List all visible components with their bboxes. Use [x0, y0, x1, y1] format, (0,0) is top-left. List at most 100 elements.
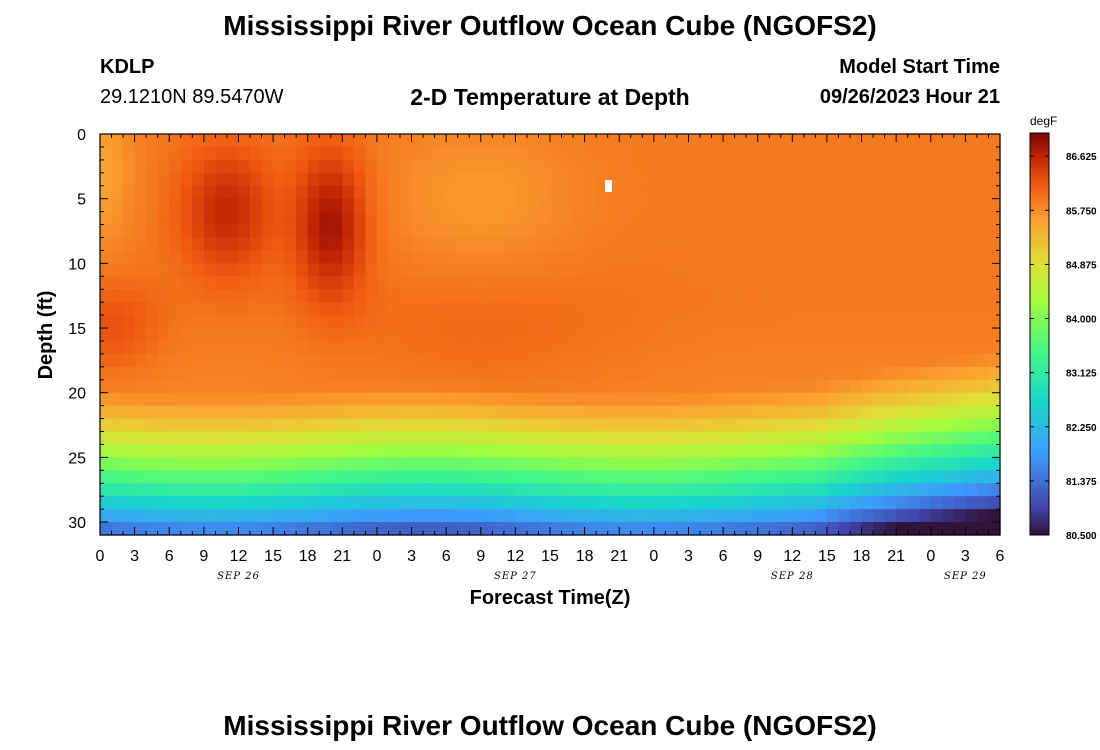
heatmap-cell: [700, 185, 713, 200]
heatmap-cell: [757, 263, 770, 277]
heatmap-cell: [965, 237, 978, 252]
heatmap-cell: [238, 405, 251, 420]
heatmap-cell: [919, 496, 932, 510]
heatmap-cell: [134, 198, 147, 213]
heatmap-cell: [676, 483, 690, 497]
heatmap-cell: [550, 483, 563, 497]
heatmap-cell: [423, 457, 436, 471]
heatmap-cell: [803, 315, 816, 329]
heatmap-cell: [215, 211, 228, 226]
heatmap-cell: [850, 224, 863, 239]
heatmap-cell: [953, 496, 966, 510]
heatmap-cell: [861, 172, 874, 187]
heatmap-cell: [307, 315, 320, 329]
heatmap-cell: [134, 353, 147, 368]
heatmap-cell: [296, 457, 309, 471]
heatmap-cell: [746, 444, 759, 458]
heatmap-cell: [203, 211, 216, 226]
heatmap-cell: [238, 198, 251, 213]
heatmap-cell: [180, 224, 193, 239]
heatmap-cell: [619, 470, 632, 484]
heatmap-cell: [353, 224, 366, 239]
heatmap-cell: [965, 366, 978, 381]
heatmap-cell: [180, 379, 193, 394]
heatmap-cell: [134, 289, 147, 303]
heatmap-cell: [238, 392, 251, 407]
heatmap-cell: [238, 340, 251, 355]
heatmap-cell: [400, 353, 413, 368]
heatmap-cell: [250, 340, 263, 355]
heatmap-cell: [550, 405, 563, 420]
heatmap-cell: [965, 457, 978, 471]
heatmap-cell: [296, 198, 309, 213]
heatmap-cell: [330, 315, 343, 329]
heatmap-cell: [838, 405, 851, 420]
heatmap-cell: [342, 457, 355, 471]
heatmap-cell: [100, 483, 113, 497]
heatmap-cell: [861, 146, 874, 161]
heatmap-cell: [250, 134, 263, 148]
heatmap-cell: [250, 315, 263, 329]
heatmap-cell: [123, 366, 136, 381]
heatmap-cell: [884, 405, 897, 420]
heatmap-cell: [203, 483, 216, 497]
heatmap-cell: [769, 522, 782, 536]
heatmap-cell: [353, 496, 366, 510]
heatmap-cell: [803, 276, 816, 290]
heatmap-cell: [411, 496, 424, 510]
heatmap-cell: [146, 379, 159, 394]
heatmap-cell: [538, 250, 551, 264]
heatmap-cell: [526, 431, 540, 446]
heatmap-cell: [965, 431, 978, 446]
heatmap-cell: [330, 328, 343, 342]
heatmap-cell: [861, 237, 874, 252]
heatmap-cell: [803, 379, 816, 394]
x-tick-label: 3: [961, 548, 970, 565]
heatmap-cell: [873, 405, 886, 420]
heatmap-cell: [561, 146, 574, 161]
heatmap-cell: [446, 444, 459, 458]
heatmap-cell: [250, 198, 263, 213]
heatmap-cell: [988, 211, 1001, 226]
heatmap-cell: [319, 328, 332, 342]
heatmap-cell: [261, 392, 274, 407]
heatmap-cell: [273, 379, 286, 394]
heatmap-cell: [596, 470, 609, 484]
heatmap-cell: [550, 211, 563, 226]
heatmap-cell: [596, 418, 609, 433]
heatmap-cell: [826, 483, 840, 497]
heatmap-cell: [192, 340, 205, 355]
heatmap-cell: [134, 172, 147, 187]
heatmap-cell: [896, 405, 909, 420]
heatmap-cell: [480, 328, 493, 342]
heatmap-cell: [480, 392, 493, 407]
heatmap-cell: [965, 470, 978, 484]
heatmap-cell: [815, 146, 828, 161]
heatmap-cell: [688, 237, 701, 252]
heatmap-cell: [330, 185, 343, 200]
heatmap-cell: [192, 379, 205, 394]
heatmap-cell: [376, 224, 390, 239]
heatmap-cell: [815, 457, 828, 471]
heatmap-cell: [838, 289, 851, 303]
heatmap-cell: [100, 134, 113, 148]
heatmap-cell: [642, 353, 655, 368]
heatmap-cell: [723, 353, 736, 368]
heatmap-cell: [653, 340, 666, 355]
heatmap-cell: [296, 509, 309, 523]
heatmap-cell: [642, 211, 655, 226]
heatmap-cell: [365, 366, 378, 381]
heatmap-cell: [319, 379, 332, 394]
heatmap-cell: [423, 405, 436, 420]
heatmap-cell: [215, 366, 228, 381]
heatmap-cell: [642, 431, 655, 446]
heatmap-cell: [123, 134, 136, 148]
heatmap-cell: [815, 211, 828, 226]
heatmap-cell: [976, 522, 990, 536]
heatmap-cell: [850, 134, 863, 148]
heatmap-cell: [423, 496, 436, 510]
heatmap-cell: [642, 522, 655, 536]
heatmap-cell: [100, 328, 113, 342]
heatmap-cell: [803, 198, 816, 213]
heatmap-cell: [919, 276, 932, 290]
